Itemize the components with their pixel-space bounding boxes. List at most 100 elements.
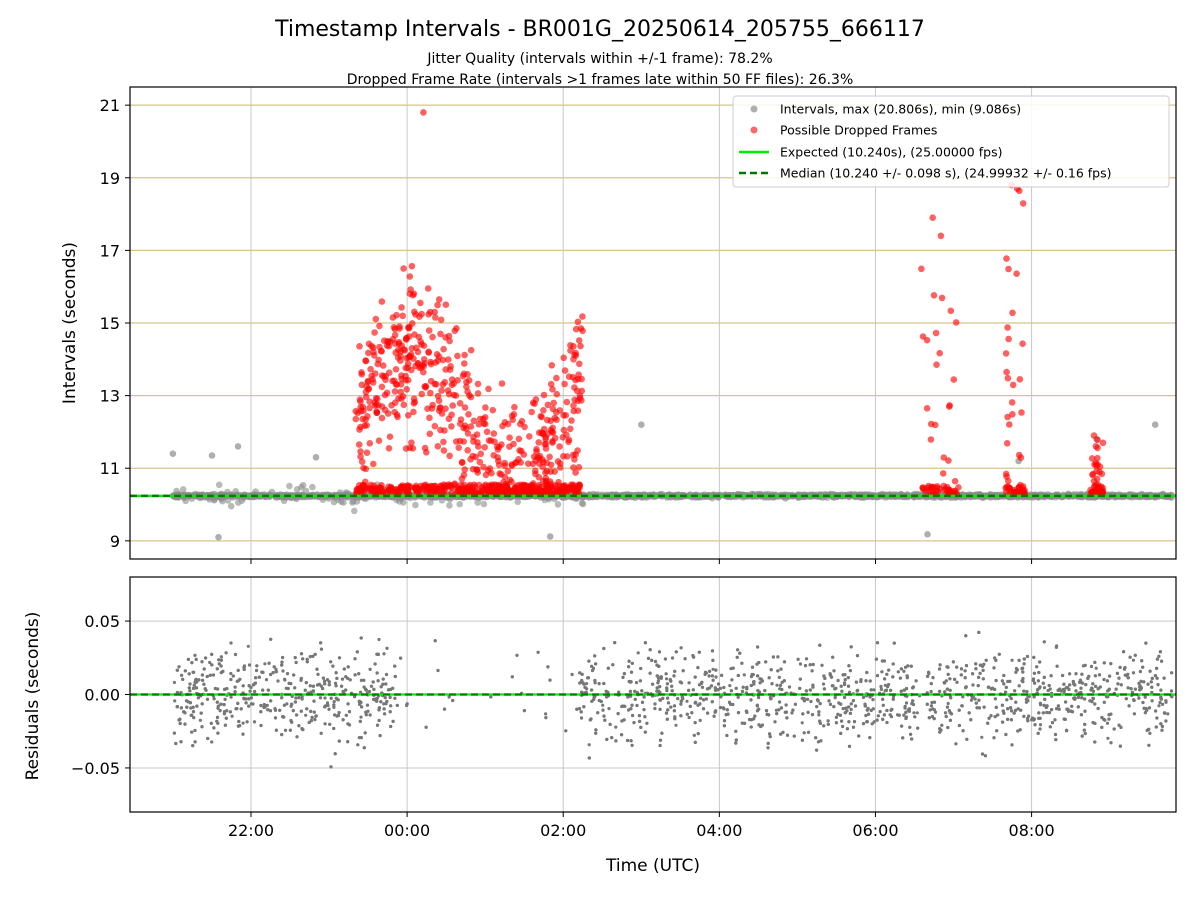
dropped-frame-point	[437, 426, 444, 434]
dropped-frame-point	[475, 443, 482, 450]
residual-point	[815, 748, 819, 752]
interval-outlier-point	[169, 450, 177, 458]
dropped-frame-point	[1003, 255, 1010, 262]
dropped-frame-point	[470, 417, 478, 425]
intervals-y-tick-label: 19	[100, 169, 120, 188]
dropped-frame-point	[490, 430, 498, 437]
dropped-frame-point	[574, 407, 582, 415]
dropped-frame-point	[570, 402, 577, 409]
interval-point	[293, 495, 300, 503]
residual-point	[183, 669, 187, 673]
dropped-frame-point	[406, 273, 414, 280]
dropped-frame-point	[425, 327, 433, 334]
dropped-frame-point	[511, 487, 518, 495]
dropped-frame-point	[946, 486, 953, 494]
interval-outlier-point	[924, 531, 931, 538]
interval-point	[412, 501, 419, 509]
dropped-frame-point	[467, 346, 475, 354]
dropped-frame-point	[927, 436, 935, 443]
residual-point	[230, 714, 234, 718]
dropped-frame-point	[955, 484, 962, 491]
residual-point	[1106, 736, 1110, 740]
dropped-frame-point	[395, 346, 402, 354]
dropped-frame-point	[1006, 484, 1014, 492]
residual-point	[241, 721, 245, 725]
dropped-frame-point	[1092, 443, 1100, 450]
dropped-frame-point	[476, 415, 484, 423]
dropped-frame-point	[563, 453, 571, 460]
dropped-frame-point	[406, 444, 414, 452]
dropped-frame-point	[404, 376, 412, 384]
dropped-frame-point	[373, 409, 381, 417]
dropped-frame-point	[432, 314, 439, 321]
dropped-frame-point	[452, 392, 460, 399]
dropped-frame-point	[378, 298, 386, 305]
dropped-frame-point	[454, 352, 461, 360]
interval-point	[309, 483, 316, 491]
dropped-frame-point	[461, 466, 469, 473]
dropped-frame-point	[535, 439, 542, 446]
dropped-frame-point	[439, 356, 447, 364]
residual-point	[1150, 699, 1154, 703]
dropped-frame-point	[526, 433, 533, 440]
dropped-frame-point	[927, 420, 935, 428]
dropped-frame-point	[448, 423, 455, 430]
residual-point	[245, 720, 249, 724]
dropped-frame-point	[362, 357, 370, 365]
dropped-frame-point	[485, 385, 492, 393]
dropped-frame-point	[437, 482, 444, 490]
dropped-frame-point	[1017, 481, 1024, 489]
residual-point	[946, 701, 950, 706]
dropped-frame-point	[404, 364, 412, 372]
dropped-frame-point	[477, 450, 485, 458]
dropped-frame-point	[427, 389, 434, 397]
interval-point	[336, 489, 344, 496]
dropped-frame-point	[575, 371, 582, 379]
dropped-frame-point	[1015, 451, 1023, 459]
dropped-frame-point	[538, 413, 545, 421]
dropped-frame-point	[570, 464, 577, 471]
legend-box	[732, 95, 1170, 188]
residual-point	[768, 732, 772, 736]
dropped-frame-point	[391, 388, 399, 395]
dropped-frame-point	[1004, 374, 1012, 382]
dropped-frame-point	[422, 384, 429, 391]
dropped-frame-point	[421, 444, 429, 452]
dropped-frame-point	[372, 315, 380, 323]
dropped-frame-point	[432, 381, 440, 388]
dropped-frame-point	[451, 327, 459, 335]
dropped-frame-point	[919, 484, 927, 491]
dropped-frame-point	[437, 330, 444, 338]
residual-point	[861, 722, 866, 726]
residual-point	[208, 660, 212, 665]
interval-point	[456, 500, 464, 508]
dropped-frame-point	[472, 453, 480, 461]
dropped-frame-point	[412, 344, 420, 352]
dropped-frame-point	[461, 360, 468, 367]
dropped-frame-point	[432, 359, 439, 366]
dropped-frame-point	[366, 404, 373, 412]
residual-point	[263, 662, 267, 666]
residual-point	[264, 678, 269, 682]
dropped-frame-point	[384, 337, 391, 345]
dropped-frame-point	[465, 377, 473, 384]
interval-outlier-point	[638, 421, 645, 429]
dropped-frame-point	[441, 378, 449, 386]
residual-point	[774, 708, 779, 712]
interval-point	[227, 502, 235, 510]
dropped-frame-point	[549, 386, 556, 393]
dropped-frame-point	[1003, 368, 1010, 376]
dropped-frame-point	[498, 380, 506, 387]
dropped-frame-point	[442, 405, 449, 413]
dropped-frame-point	[379, 362, 387, 369]
dropped-frame-point	[411, 398, 419, 406]
intervals-y-tick-label: 13	[100, 387, 120, 406]
dropped-frame-point	[399, 312, 407, 320]
interval-point	[349, 497, 357, 505]
dropped-frame-point	[569, 451, 577, 459]
dropped-frame-point	[397, 388, 405, 396]
residual-point	[1010, 658, 1014, 662]
dropped-frame-point	[446, 452, 453, 460]
residual-point	[821, 682, 826, 686]
dropped-frame-point	[409, 320, 416, 327]
